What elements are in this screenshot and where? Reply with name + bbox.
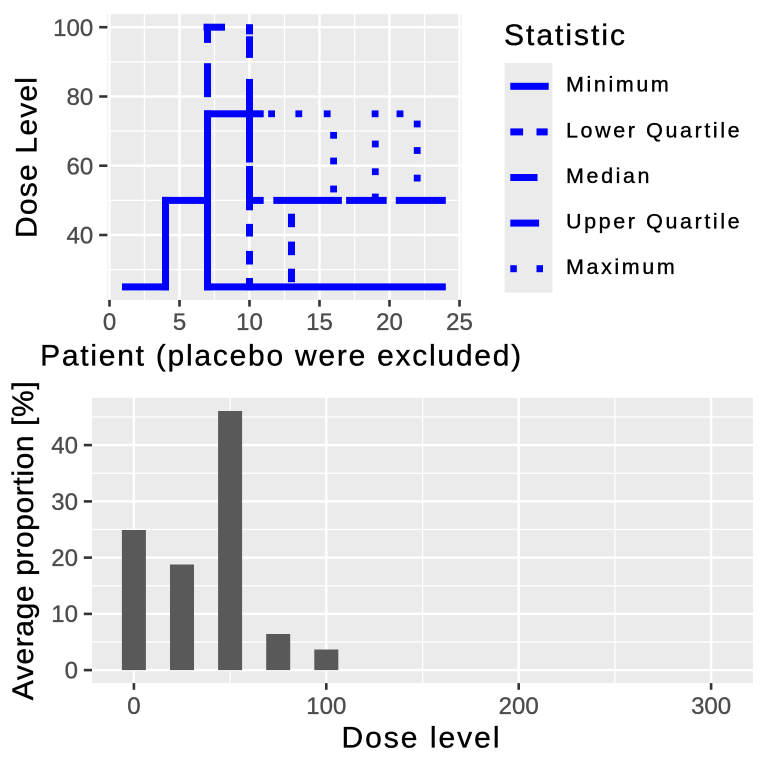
svg-text:Maximum: Maximum: [566, 255, 677, 279]
svg-text:Statistic: Statistic: [504, 19, 627, 52]
svg-text:100: 100: [306, 693, 346, 720]
svg-text:100: 100: [53, 15, 93, 42]
svg-text:300: 300: [691, 693, 731, 720]
svg-text:0: 0: [127, 693, 140, 720]
svg-text:Minimum: Minimum: [566, 73, 671, 97]
svg-text:10: 10: [236, 309, 263, 336]
svg-text:40: 40: [66, 223, 93, 250]
svg-text:40: 40: [51, 433, 78, 460]
svg-text:20: 20: [376, 309, 403, 336]
svg-text:80: 80: [66, 84, 93, 111]
svg-text:200: 200: [499, 693, 539, 720]
svg-text:Average proportion [%]: Average proportion [%]: [7, 381, 40, 701]
svg-text:30: 30: [51, 489, 78, 516]
svg-text:Dose level: Dose level: [341, 722, 501, 755]
svg-text:Median: Median: [566, 164, 652, 188]
svg-text:0: 0: [103, 309, 116, 336]
svg-text:Lower Quartile: Lower Quartile: [566, 118, 742, 142]
svg-text:15: 15: [306, 309, 333, 336]
svg-text:10: 10: [51, 601, 78, 628]
svg-text:0: 0: [65, 658, 78, 685]
svg-text:Dose Level: Dose Level: [11, 76, 44, 238]
svg-text:25: 25: [446, 309, 473, 336]
svg-text:20: 20: [51, 545, 78, 572]
svg-text:Patient (placebo were excluded: Patient (placebo were excluded): [40, 339, 523, 372]
svg-text:5: 5: [173, 309, 186, 336]
svg-text:60: 60: [66, 153, 93, 180]
svg-text:Upper Quartile: Upper Quartile: [566, 210, 742, 234]
